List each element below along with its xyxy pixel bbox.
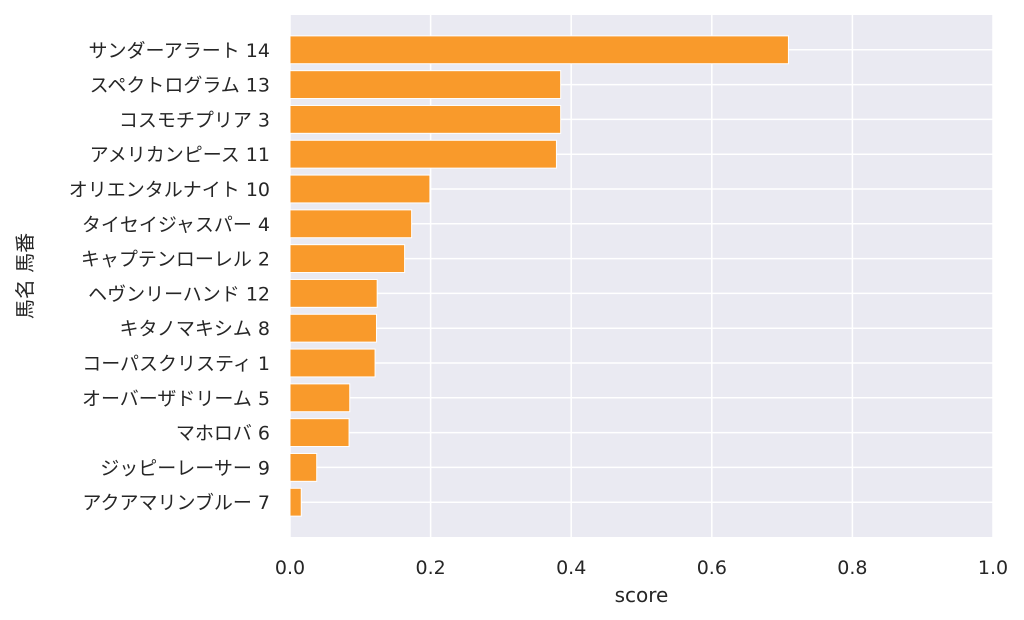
bar: [289, 348, 376, 378]
bar: [289, 278, 378, 308]
category-label: スペクトログラム 13: [90, 75, 270, 97]
category-label: オーバーザドリーム 5: [82, 388, 270, 410]
bar: [289, 35, 789, 65]
x-tick-label: 1.0: [978, 557, 1008, 579]
category-label: オリエンタルナイト 10: [69, 179, 270, 201]
bar: [289, 174, 431, 204]
x-tick-label: 0.0: [275, 557, 305, 579]
category-labels: サンダーアラート 14 スペクトログラム 13 コスモチプリア 3 アメリカンピース …: [69, 40, 270, 514]
bar: [289, 104, 562, 134]
category-label: ヘヴンリーハンド 12: [88, 283, 270, 305]
category-label: コスモチプリア 3: [119, 109, 270, 131]
category-label: アクアマリンブルー 7: [82, 491, 270, 514]
category-label: コーパスクリスティ 1: [82, 353, 270, 375]
bars: [289, 35, 789, 517]
category-label: タイセイジャスパー 4: [82, 214, 270, 236]
bar: [289, 487, 302, 517]
bar: [289, 383, 351, 413]
y-axis-title: 馬名 馬番: [13, 233, 37, 319]
bar: [289, 313, 377, 343]
bar: [289, 452, 318, 482]
bar: [289, 139, 557, 169]
x-tick-labels: 0.0 0.2 0.4 0.6 0.8 1.0: [275, 557, 1008, 579]
category-label: サンダーアラート 14: [89, 40, 270, 62]
category-label: アメリカンピース 11: [90, 144, 270, 166]
x-tick-label: 0.2: [415, 557, 445, 579]
x-axis-title: score: [615, 583, 669, 607]
x-tick-label: 0.4: [556, 557, 586, 579]
category-label: マホロバ 6: [176, 423, 270, 445]
plot-area: [290, 15, 993, 537]
category-label: キタノマキシム 8: [119, 318, 270, 340]
bar: [289, 70, 562, 100]
x-tick-label: 0.8: [837, 557, 867, 579]
bar: [289, 209, 413, 239]
bar: [289, 418, 350, 448]
category-label: キャプテンローレル 2: [81, 249, 270, 271]
category-label: ジッピーレーサー 9: [100, 457, 270, 479]
bar: [289, 244, 406, 274]
x-tick-label: 0.6: [697, 557, 727, 579]
